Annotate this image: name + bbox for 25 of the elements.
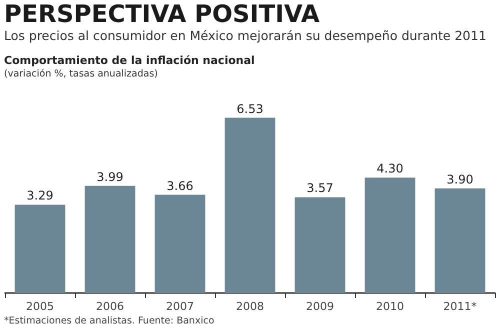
x-tick-label: 2006 bbox=[96, 300, 124, 313]
bar bbox=[434, 188, 486, 293]
data-label: 3.66 bbox=[166, 178, 194, 193]
x-tick-label: 2009 bbox=[306, 300, 334, 313]
data-label: 6.53 bbox=[236, 102, 264, 116]
data-label: 4.30 bbox=[376, 162, 404, 176]
chart-subtitle: Los precios al consumidor en México mejorarán su desempeño durante 2011 bbox=[4, 28, 486, 43]
data-label: 3.57 bbox=[306, 181, 334, 196]
x-tick-label: 2008 bbox=[236, 300, 264, 313]
data-label: 3.29 bbox=[26, 188, 54, 203]
text: *Estimaciones de analistas. Fuente: Banxico bbox=[4, 316, 214, 326]
bar bbox=[14, 204, 66, 293]
bar bbox=[364, 178, 416, 293]
bar bbox=[84, 186, 136, 293]
data-label: 3.90 bbox=[446, 172, 474, 186]
x-tick-label: 2005 bbox=[26, 300, 54, 313]
data-label: 3.99 bbox=[96, 170, 124, 184]
y-axis-title: Comportamiento de la inflación nacional (variación %, tasas anualizadas) bbox=[4, 54, 255, 80]
x-tick-label: 2011* bbox=[443, 300, 478, 313]
bar bbox=[294, 197, 346, 293]
chart-title: PERSPECTIVA POSITIVA bbox=[4, 0, 320, 28]
bar bbox=[154, 194, 206, 293]
bar bbox=[224, 118, 276, 293]
x-tick-label: 2010 bbox=[376, 300, 404, 313]
x-tick-label: 2007 bbox=[166, 300, 194, 313]
